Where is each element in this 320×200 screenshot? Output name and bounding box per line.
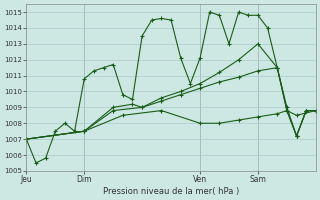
X-axis label: Pression niveau de la mer( hPa ): Pression niveau de la mer( hPa ) [103, 187, 239, 196]
